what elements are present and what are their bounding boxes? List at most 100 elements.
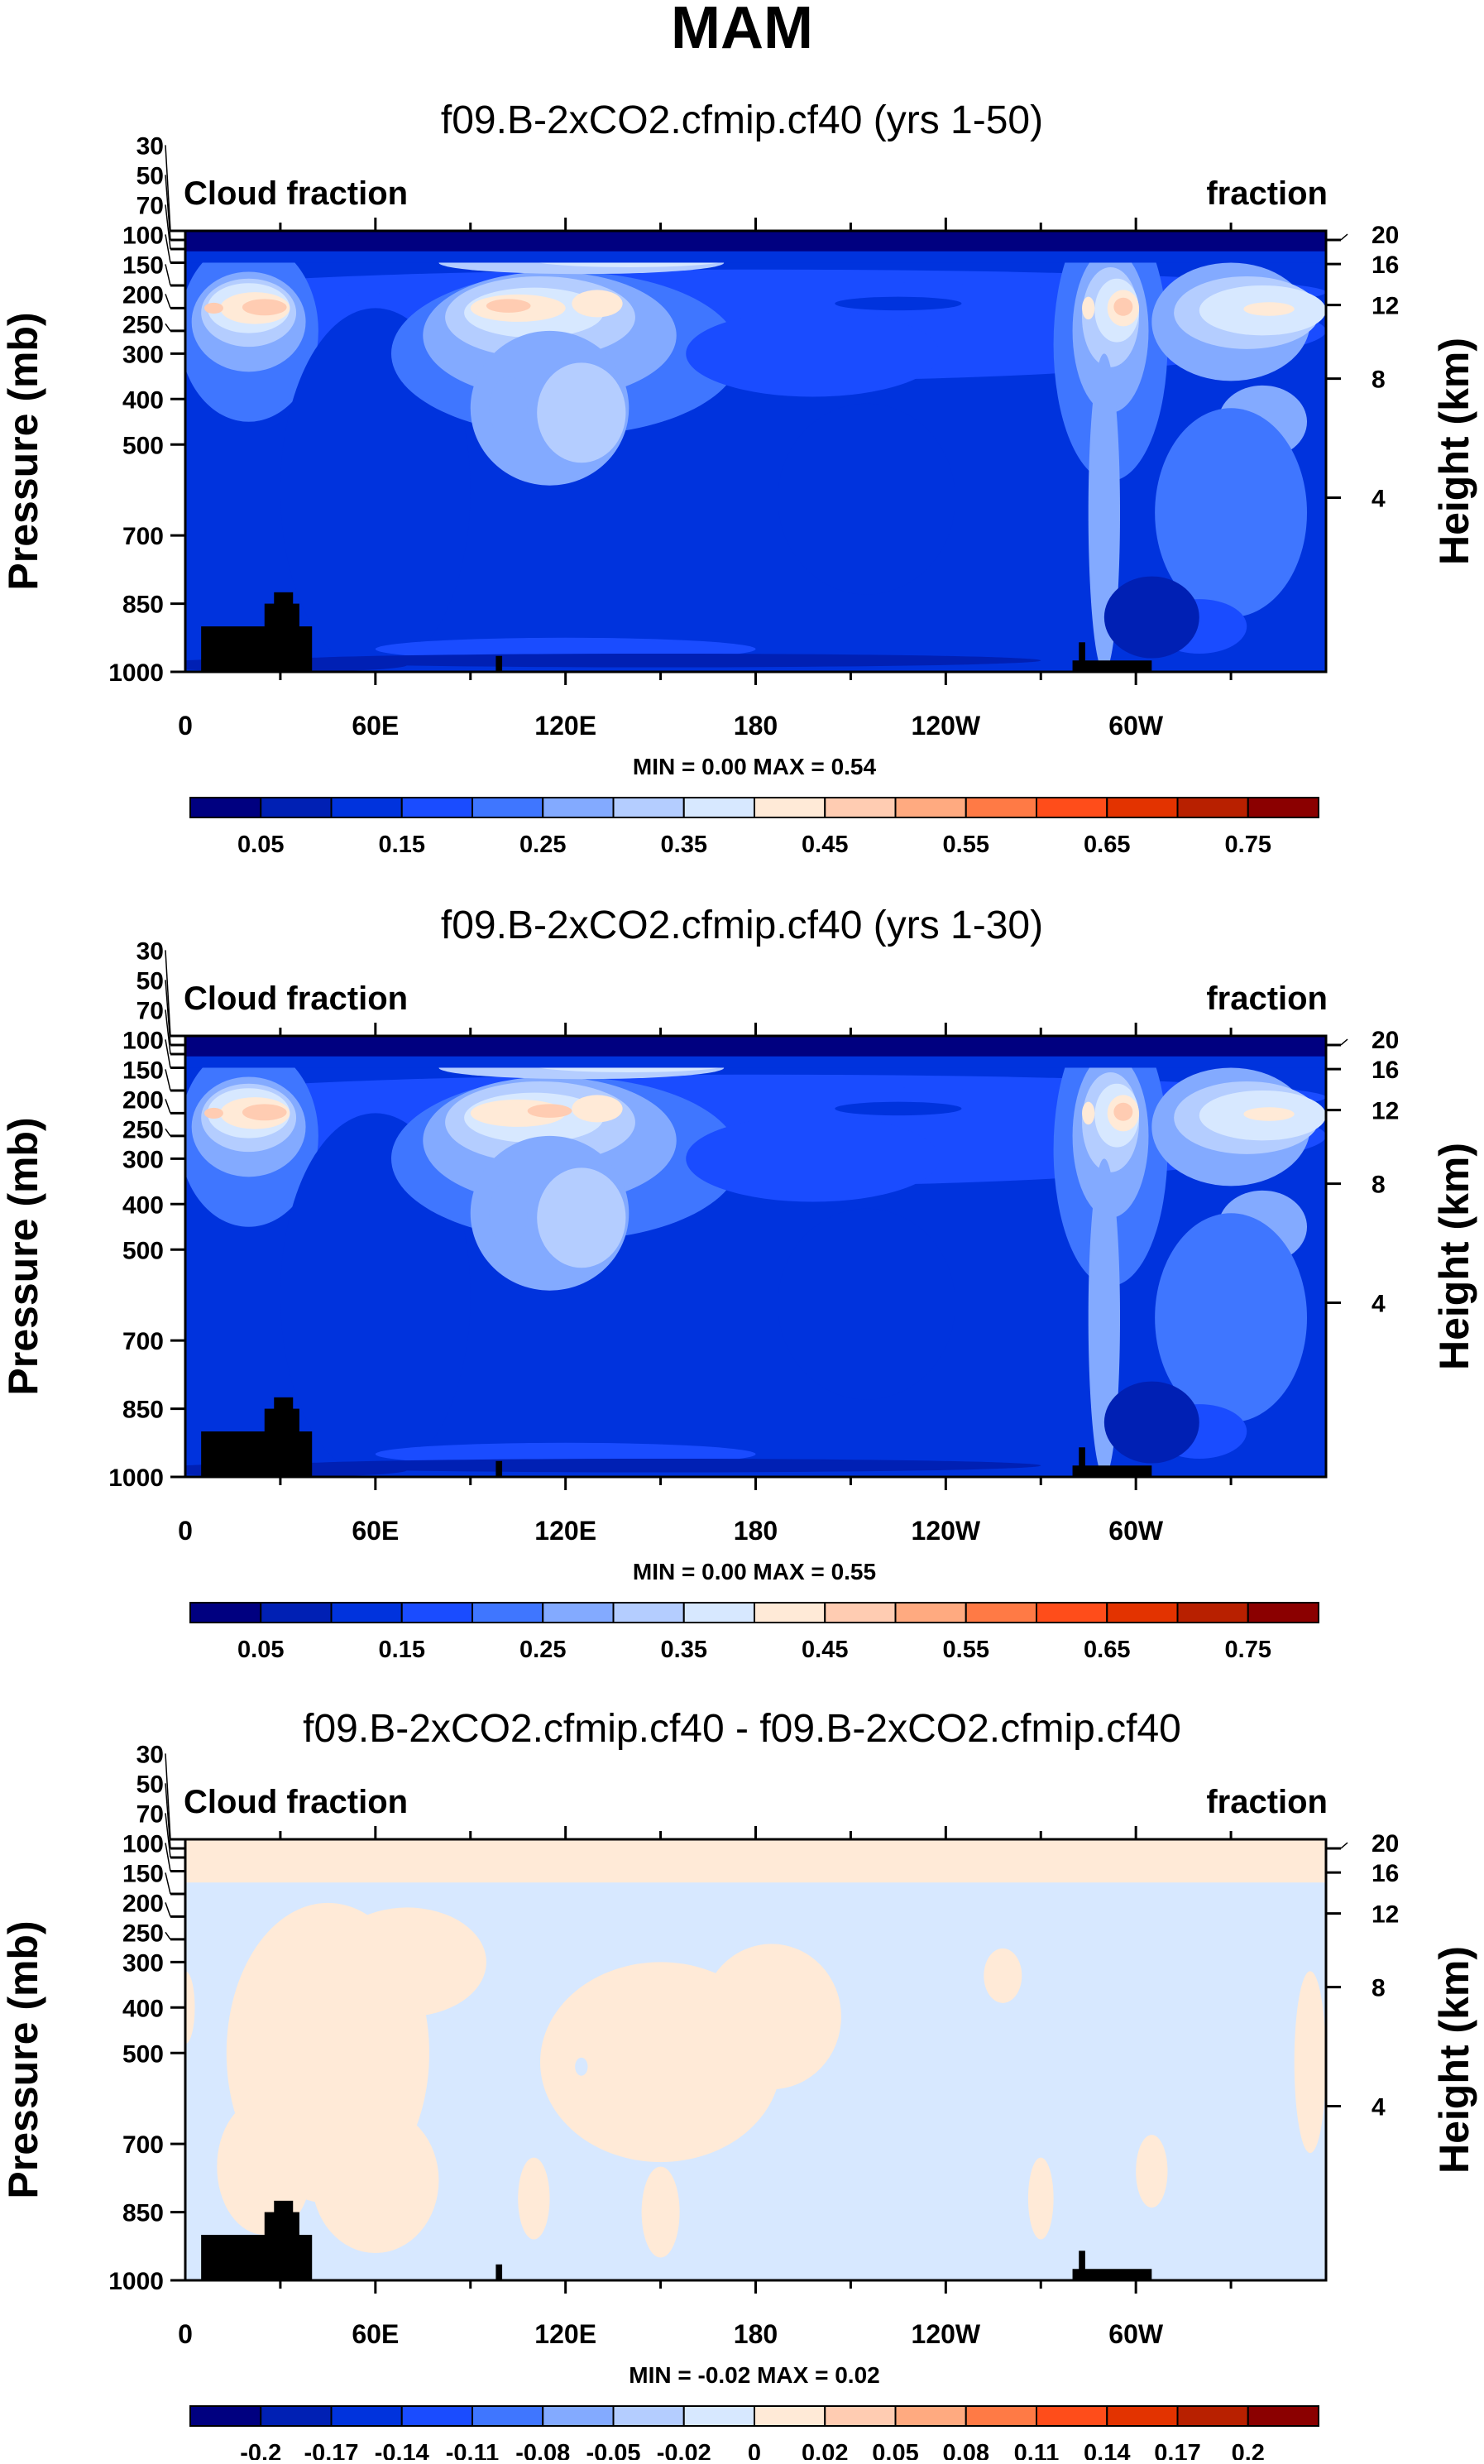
contour-region: [835, 296, 962, 311]
topography: [1079, 642, 1085, 672]
y-tick-leader: [165, 1009, 171, 1055]
colorbar: 0.05 0.15 0.25 0.35 0.45 0.55 0.65 0.75: [189, 797, 1319, 858]
y-tick-label: 70: [136, 1800, 164, 1828]
y-tick-label: 400: [122, 1995, 164, 2022]
right-label: fraction: [1206, 175, 1328, 212]
y-tick-label: 100: [122, 1027, 164, 1054]
x-tick-label: 60W: [1108, 2319, 1164, 2349]
y-tick-label: 70: [136, 192, 164, 219]
y-tick-label: 150: [122, 1860, 164, 1887]
colorbar-box: [400, 1602, 473, 1623]
y-tick-label: 300: [122, 1146, 164, 1173]
colorbar-label: 0: [748, 2440, 761, 2460]
contour-region: [280, 1459, 1041, 1473]
contour-region: [1103, 1381, 1199, 1464]
contour-region: [1136, 2135, 1168, 2208]
colorbar-box: [260, 1602, 333, 1623]
y-tick-label: 70: [136, 997, 164, 1024]
colorbar-label: -0.17: [304, 2440, 358, 2460]
y-tick-label: 850: [122, 592, 164, 619]
colorbar-label: 0.75: [1225, 832, 1271, 858]
topography: [1079, 2251, 1085, 2280]
height-tick-label: 20: [1372, 1027, 1399, 1054]
height-tick-label: 12: [1372, 293, 1399, 320]
y-tick-leader: [165, 1783, 171, 1849]
contour-region: [575, 2057, 588, 2076]
y-tick-leader: [165, 1843, 171, 1872]
contour-region: [527, 1104, 572, 1118]
topography: [1072, 660, 1152, 672]
panel-title: f09.B-2xCO2.cfmip.cf40 - f09.B-2xCO2.cfm…: [303, 1707, 1181, 1751]
colorbar-box: [330, 797, 403, 818]
panel-3: f09.B-2xCO2.cfmip.cf40 - f09.B-2xCO2.cfm…: [0, 1707, 1477, 2464]
y-tick-label: 30: [136, 937, 164, 965]
min-max-stats: MIN = -0.02 MAX = 0.02: [629, 2362, 879, 2388]
y-tick-leader: [165, 145, 171, 232]
topography: [1072, 2269, 1152, 2280]
x-tick-label: 120W: [912, 1516, 981, 1546]
colorbar-label: 0.55: [943, 832, 989, 858]
colorbar-box: [1247, 797, 1319, 818]
contour-region: [328, 1907, 486, 2017]
contour-region: [486, 299, 531, 313]
colorbar-box: [612, 2405, 685, 2427]
y-tick-leader: [165, 950, 171, 1037]
colorbar-box: [330, 2405, 403, 2427]
x-tick-label: 120W: [912, 711, 981, 741]
left-label: Cloud fraction: [184, 175, 408, 212]
y-tick-label: 300: [122, 341, 164, 368]
colorbar-label: -0.05: [586, 2440, 640, 2460]
topography: [274, 1397, 294, 1477]
colorbar-label: 0.08: [943, 2440, 989, 2460]
colorbar-label: 0.55: [943, 1637, 989, 1663]
colorbar-box: [260, 797, 333, 818]
y-tick-leader: [165, 264, 171, 286]
y-tick-label: 150: [122, 1057, 164, 1084]
topography: [495, 1460, 503, 1477]
left-label: Cloud fraction: [184, 1784, 408, 1820]
colorbar-box: [754, 2405, 826, 2427]
height-tick-label: 8: [1372, 1172, 1386, 1199]
contour-region: [537, 1167, 626, 1268]
contour-region: [1113, 297, 1133, 316]
contour-region: [489, 1181, 528, 1245]
y-tick-leader: [165, 1099, 171, 1114]
panel-1: f09.B-2xCO2.cfmip.cf40 (yrs 1-50) Cloud f…: [0, 98, 1477, 858]
y-tick-label: 500: [122, 432, 164, 459]
contour-region: [1082, 1101, 1095, 1125]
colorbar-label: 0.25: [519, 832, 566, 858]
colorbar-label: 0.35: [661, 1637, 707, 1663]
x-tick-label: 60W: [1108, 711, 1164, 741]
contour-region: [203, 302, 223, 314]
y-tick-label: 400: [122, 386, 164, 414]
y-axis-label: Pressure (mb): [0, 1117, 46, 1395]
colorbar-label: 0.65: [1084, 832, 1130, 858]
colorbar-box: [542, 2405, 615, 2427]
topography: [1072, 1465, 1152, 1477]
y-tick-label: 850: [122, 2200, 164, 2227]
contour-region: [1103, 576, 1199, 659]
y-tick-leader: [165, 323, 171, 332]
y-tick-leader: [165, 1753, 171, 1840]
y-axis-right-label: Height (km): [1431, 1143, 1477, 1370]
topography: [1079, 1447, 1085, 1477]
contour-region: [686, 1115, 940, 1202]
y-tick-leader: [165, 980, 171, 1046]
contour-region: [1027, 2157, 1054, 2240]
x-tick-label: 60E: [352, 711, 399, 741]
y-tick-leader: [165, 1128, 171, 1137]
contour-region: [1088, 1158, 1121, 1477]
x-tick-label: 180: [734, 1516, 778, 1546]
left-label: Cloud fraction: [184, 980, 408, 1017]
topography: [274, 592, 294, 672]
height-tick-label: 4: [1372, 1291, 1386, 1318]
contour-region: [489, 376, 528, 440]
colorbar-box: [1036, 2405, 1108, 2427]
colorbar-label: 0.17: [1154, 2440, 1200, 2460]
y-tick-label: 1000: [108, 1464, 164, 1492]
colorbar: 0.05 0.15 0.25 0.35 0.45 0.55 0.65 0.75: [189, 1602, 1319, 1663]
height-tick-label: 8: [1372, 1975, 1386, 2002]
colorbar-box: [894, 1602, 967, 1623]
colorbar-box: [894, 797, 967, 818]
